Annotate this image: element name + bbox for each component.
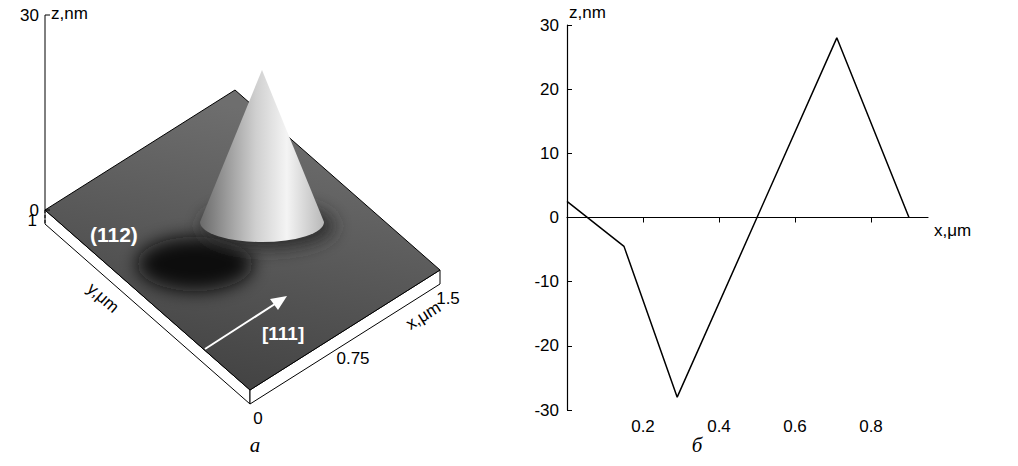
- svg-text:-10: -10: [534, 272, 559, 291]
- svg-text:1: 1: [28, 211, 37, 230]
- svg-text:y,μm: y,μm: [83, 279, 123, 317]
- svg-text:20: 20: [540, 80, 559, 99]
- svg-text:[111]: [111]: [262, 323, 304, 344]
- svg-text:-20: -20: [534, 336, 559, 355]
- svg-text:0.8: 0.8: [859, 417, 883, 436]
- svg-text:a: a: [250, 433, 261, 457]
- svg-text:0.6: 0.6: [783, 417, 807, 436]
- svg-text:x,μm: x,μm: [934, 221, 971, 240]
- svg-text:x,μm: x,μm: [402, 298, 444, 334]
- svg-text:0.75: 0.75: [336, 349, 369, 368]
- svg-text:0: 0: [550, 208, 559, 227]
- svg-text:30: 30: [20, 6, 39, 25]
- svg-text:-30: -30: [534, 401, 559, 420]
- svg-text:30: 30: [540, 16, 559, 35]
- svg-text:0: 0: [30, 201, 39, 220]
- svg-text:0.2: 0.2: [631, 417, 655, 436]
- svg-text:10: 10: [540, 144, 559, 163]
- svg-text:б: б: [692, 433, 704, 457]
- svg-text:z,nm: z,nm: [51, 4, 88, 23]
- svg-text:(112): (112): [90, 223, 138, 246]
- svg-text:1.5: 1.5: [436, 289, 460, 308]
- svg-text:z,nm: z,nm: [569, 3, 606, 22]
- svg-text:0: 0: [253, 409, 262, 428]
- svg-text:0.4: 0.4: [707, 417, 731, 436]
